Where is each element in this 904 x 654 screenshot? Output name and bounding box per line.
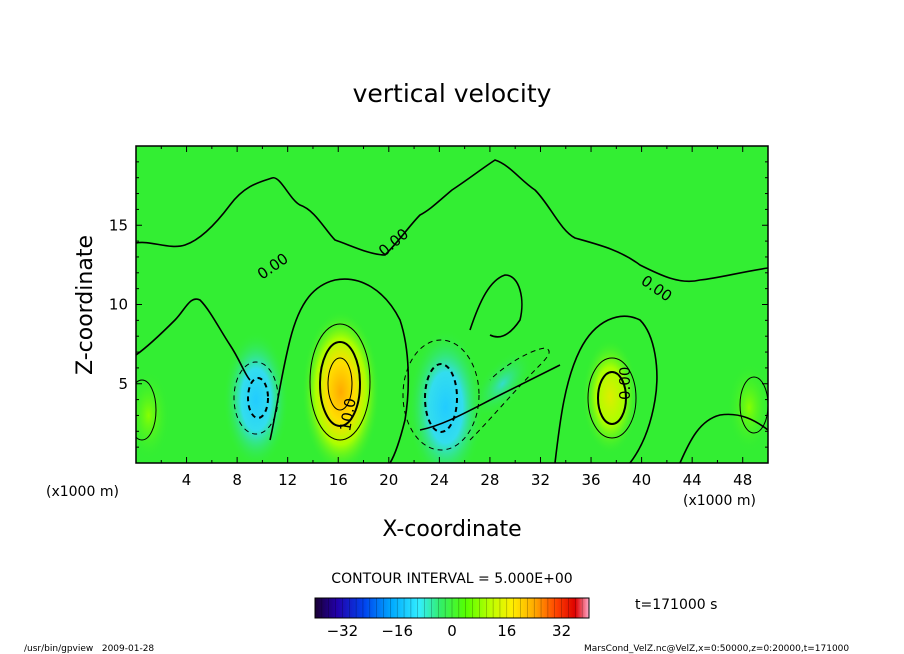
contour-zero-far-right	[679, 413, 768, 463]
x-tick-label: 12	[278, 471, 297, 489]
x-unit-left: (x1000 m)	[46, 484, 119, 500]
colorbar-stripes	[321, 598, 583, 618]
contour-zero-upper	[136, 159, 768, 283]
contour-pos-right-10	[597, 371, 627, 425]
contour-pos-left-edge	[136, 379, 157, 441]
contour-neg-5-left	[233, 361, 279, 435]
field-feature-positive	[727, 363, 768, 452]
colorbar-tick-label: 0	[447, 622, 457, 640]
contour-zero-around-pos	[269, 278, 410, 463]
colorbar: −32 −16 0 16 32	[314, 597, 590, 640]
footer-right: MarsCond_VelZ.nc@VelZ,x=0:50000,z=0:2000…	[584, 644, 849, 654]
contour-pos-right-edge	[739, 376, 768, 434]
colorbar-tick-label: 32	[552, 622, 571, 640]
contour-neg-5-center	[402, 339, 480, 451]
footer-left: /usr/bin/gpview 2009-01-28	[24, 644, 154, 654]
x-tick-label: 32	[531, 471, 550, 489]
colorbar-tick-label: −32	[327, 622, 359, 640]
y-ticks: 5 10 15	[109, 161, 768, 448]
x-tick-label: 40	[632, 471, 651, 489]
contour-label-2: 10.0	[336, 397, 360, 433]
colorbar-tick-label: −16	[381, 622, 413, 640]
x-tick-label: 36	[581, 471, 600, 489]
x-ticks: 4 8 12 16 20 24 28 32 36 40 44 48	[160, 146, 752, 489]
field-feature-positive	[136, 371, 171, 460]
chart-title: vertical velocity	[353, 79, 552, 108]
contour-neg-10-center	[424, 363, 458, 433]
colorbar-tick-label: 16	[497, 622, 516, 640]
contour-zero-mid-right	[469, 274, 523, 338]
colorbar-ticks: −32 −16 0 16 32	[327, 622, 572, 640]
y-tick-label: 15	[109, 216, 128, 234]
contour-neg-5-diagonal	[469, 347, 550, 441]
x-unit-right: (x1000 m)	[683, 493, 756, 509]
contour-pos-15	[327, 357, 353, 411]
x-tick-label: 16	[329, 471, 348, 489]
contour-zero-bottom	[419, 364, 561, 431]
contour-lines-negative	[233, 339, 550, 451]
time-label: t=171000 s	[635, 597, 717, 613]
contour-zero-right	[554, 315, 658, 463]
y-tick-label: 10	[109, 296, 128, 314]
plot-area: 0.00 0.00 10.0 0.00 0.00	[136, 146, 768, 463]
x-tick-label: 28	[480, 471, 499, 489]
contour-pos-5	[309, 323, 371, 441]
x-tick-label: 48	[733, 471, 752, 489]
contour-pos-10	[319, 341, 361, 427]
contour-lines	[136, 159, 768, 463]
contour-neg-10-left	[247, 377, 269, 419]
x-tick-label: 4	[182, 471, 192, 489]
contour-label-3: 0.00	[616, 367, 634, 400]
contour-interval-text: CONTOUR INTERVAL = 5.000E+00	[331, 571, 572, 587]
x-axis-label: X-coordinate	[382, 517, 521, 542]
field-feature-positive	[301, 309, 380, 463]
field-feature-negative	[223, 331, 289, 463]
y-tick-label: 5	[118, 375, 128, 393]
contour-zero-left-mid	[136, 298, 251, 381]
contour-pos-right-5	[587, 357, 637, 439]
x-tick-label: 24	[430, 471, 449, 489]
x-tick-label: 20	[379, 471, 398, 489]
y-axis-label: Z-coordinate	[73, 235, 98, 375]
x-tick-label: 8	[232, 471, 242, 489]
x-tick-label: 44	[683, 471, 702, 489]
field-feature-negative	[408, 329, 484, 463]
colorbar-frame	[314, 597, 590, 619]
